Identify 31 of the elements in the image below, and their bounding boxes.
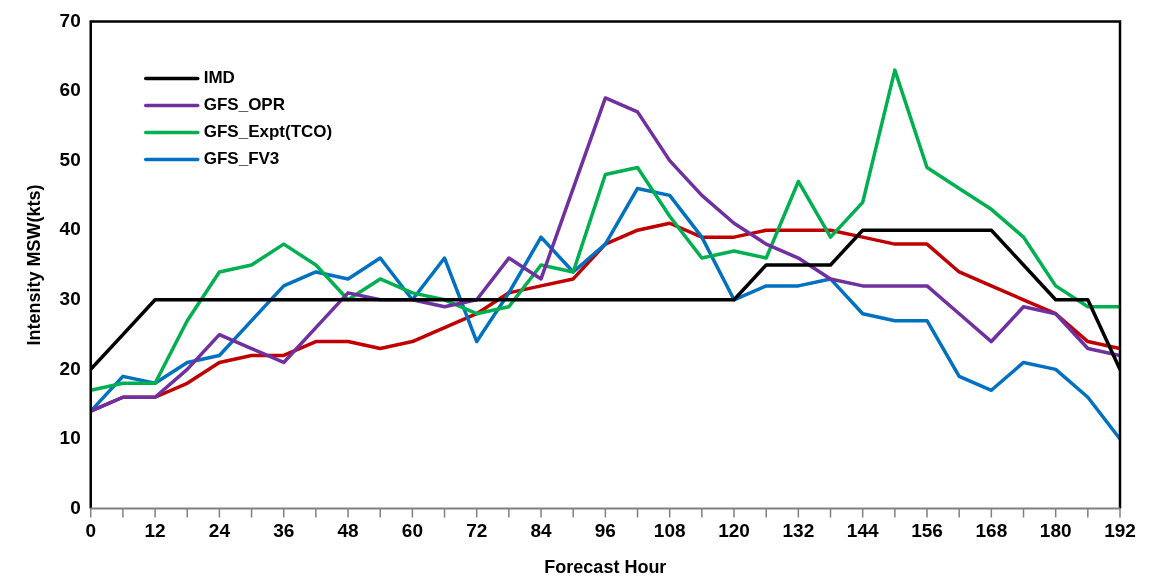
x-tick-label: 84: [530, 520, 553, 542]
y-tick-label: 20: [59, 357, 81, 379]
x-tick-label: 60: [401, 520, 423, 542]
y-tick-label: 0: [70, 496, 81, 518]
legend-label: IMD: [203, 68, 235, 88]
legend-label: GFS_Expt(TCO): [203, 122, 333, 142]
x-tick-label: 192: [1104, 520, 1136, 542]
x-tick-label: 48: [337, 520, 359, 542]
x-tick-label: 156: [911, 520, 943, 542]
y-tick-label: 60: [59, 79, 81, 101]
y-tick-label: 50: [59, 148, 81, 170]
x-axis-title: Forecast Hour: [544, 557, 667, 578]
x-tick-label: 72: [466, 520, 488, 542]
x-tick-label: 120: [718, 520, 750, 542]
y-tick-label: 10: [59, 427, 81, 449]
x-tick-label: 180: [1039, 520, 1072, 542]
x-tick-label: 108: [653, 520, 686, 542]
x-tick-label: 132: [782, 520, 815, 542]
x-tick-label: 144: [846, 520, 879, 542]
x-tick-label: 96: [594, 520, 616, 542]
y-axis-title: Intensity MSW(kts): [23, 184, 44, 346]
x-tick-label: 36: [273, 520, 295, 542]
x-tick-label: 12: [144, 520, 166, 542]
x-tick-label: 24: [208, 520, 231, 542]
legend-label: GFS_FV3: [203, 149, 280, 169]
x-tick-label: 0: [85, 520, 97, 542]
y-tick-label: 30: [59, 288, 81, 310]
y-tick-label: 40: [59, 218, 81, 240]
legend-label: GFS_OPR: [203, 95, 285, 115]
y-tick-label: 70: [59, 9, 81, 31]
x-tick-label: 168: [975, 520, 1008, 542]
